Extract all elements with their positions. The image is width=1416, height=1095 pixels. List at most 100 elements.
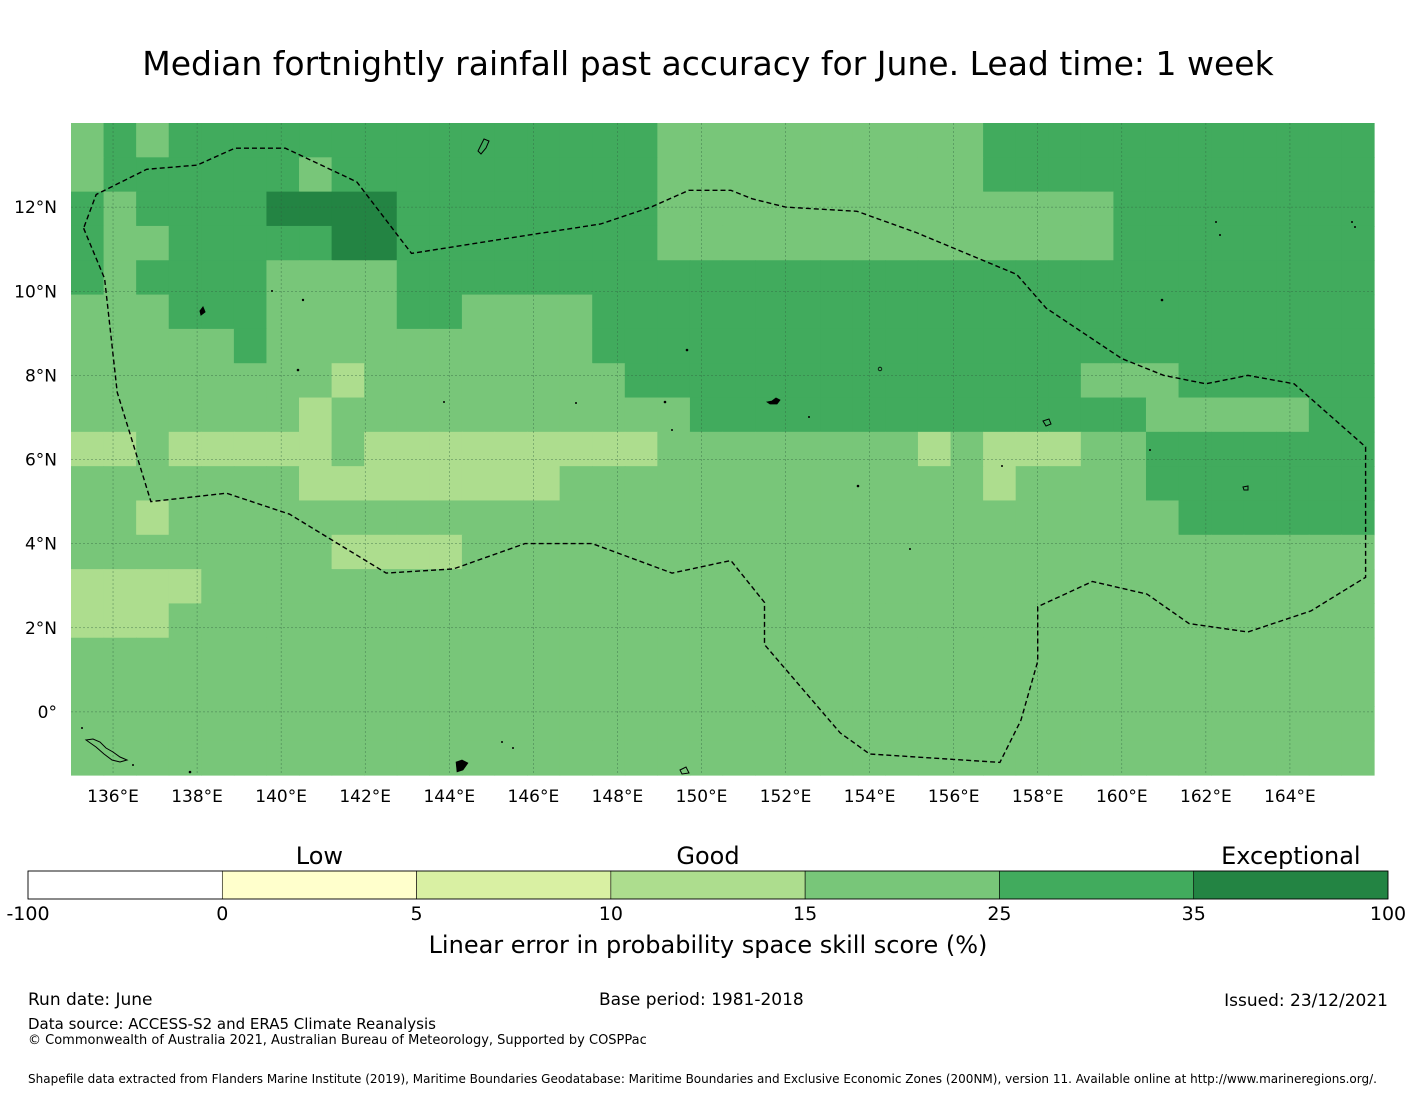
skill-cell: [71, 637, 105, 673]
skill-cell: [1211, 260, 1245, 296]
skill-cell: [1145, 191, 1180, 227]
skill-cell: [331, 637, 365, 673]
skill-cell: [592, 397, 626, 433]
skill-cell: [950, 466, 984, 502]
skill-cell: [461, 328, 496, 364]
skill-cell: [1048, 740, 1082, 776]
skill-cell: [461, 637, 496, 673]
skill-cell: [103, 191, 137, 227]
skill-cell: [1211, 569, 1245, 605]
skill-cell: [527, 672, 561, 707]
skill-cell: [1015, 328, 1049, 364]
skill-cell: [494, 260, 528, 296]
skill-cell: [1048, 328, 1082, 364]
skill-cell: [331, 431, 365, 467]
skill-cell: [1276, 363, 1310, 399]
skill-cell: [461, 431, 496, 467]
skill-cell: [624, 260, 658, 296]
skill-cell: [1211, 672, 1245, 707]
skill-cell: [71, 672, 105, 707]
skill-cell: [1178, 706, 1212, 742]
skill-cell: [983, 260, 1017, 296]
skill-cell: [1308, 397, 1343, 433]
skill-cell: [559, 363, 593, 399]
skill-cell: [722, 260, 756, 296]
skill-cell: [1178, 260, 1212, 296]
skill-cell: [559, 706, 593, 742]
skill-cell: [657, 603, 691, 639]
island-dot: [271, 290, 273, 292]
skill-cell: [917, 260, 952, 296]
skill-cell: [1211, 706, 1245, 742]
skill-cell: [1178, 191, 1212, 227]
skill-cell: [1113, 431, 1147, 467]
skill-cell: [559, 191, 593, 227]
skill-cell: [364, 534, 398, 570]
skill-cell: [1015, 637, 1049, 673]
skill-cell: [103, 363, 137, 399]
skill-cell: [429, 397, 463, 433]
skill-cell: [624, 569, 658, 605]
skill-cell: [364, 431, 398, 467]
skill-cell: [201, 294, 235, 330]
skill-cell: [71, 294, 105, 330]
skill-cell: [71, 157, 105, 193]
skill-cell: [364, 569, 398, 605]
skill-cell: [852, 569, 886, 605]
skill-cell: [1080, 260, 1115, 296]
skill-cell: [1015, 466, 1049, 502]
skill-cell: [1178, 225, 1212, 261]
skill-cell: [429, 569, 463, 605]
skill-cell: [266, 569, 300, 605]
skill-cell: [950, 157, 984, 193]
skill-cell: [364, 397, 398, 433]
skill-cell: [299, 534, 333, 570]
skill-cell: [657, 123, 691, 158]
skill-cell: [1243, 569, 1277, 605]
skill-cell: [885, 500, 919, 536]
skill-cell: [950, 706, 984, 742]
skill-cell: [787, 328, 821, 364]
skill-cell: [1243, 740, 1277, 776]
skill-cell: [1015, 740, 1049, 776]
skill-cell: [950, 637, 984, 673]
skill-cell: [1243, 260, 1277, 296]
skill-cell: [1308, 363, 1343, 399]
skill-cell: [299, 294, 333, 330]
skill-cell: [461, 740, 496, 776]
skill-cell: [624, 603, 658, 639]
skill-cell: [820, 534, 854, 570]
skill-cell: [103, 466, 137, 502]
skill-cell: [983, 706, 1017, 742]
skill-cell: [396, 740, 430, 776]
skill-cell: [657, 672, 691, 707]
skill-cell: [1178, 534, 1212, 570]
skill-cell: [299, 740, 333, 776]
skill-cell: [494, 363, 528, 399]
skill-cell: [1113, 397, 1147, 433]
skill-cell: [494, 637, 528, 673]
skill-cell: [1341, 191, 1375, 227]
skill-cell: [787, 431, 821, 467]
skill-cell: [559, 740, 593, 776]
skill-cell: [1243, 534, 1277, 570]
skill-cell: [885, 225, 919, 261]
island-dot: [296, 368, 300, 372]
island-dot: [188, 770, 192, 774]
skill-cell: [233, 603, 268, 639]
skill-cell: [136, 191, 170, 227]
skill-cell: [201, 500, 235, 536]
skill-cell: [689, 123, 724, 158]
skill-cell: [1243, 466, 1277, 502]
skill-cell: [494, 328, 528, 364]
colorbar-segments: [27, 870, 1389, 900]
skill-cell: [429, 157, 463, 193]
colorbar-category-label: Good: [676, 842, 739, 870]
skill-cell: [1113, 328, 1147, 364]
skill-cell: [364, 225, 398, 261]
skill-cell: [1178, 431, 1212, 467]
skill-cell: [136, 706, 170, 742]
skill-cell: [755, 569, 789, 605]
skill-cell: [1113, 294, 1147, 330]
skill-cell: [787, 603, 821, 639]
